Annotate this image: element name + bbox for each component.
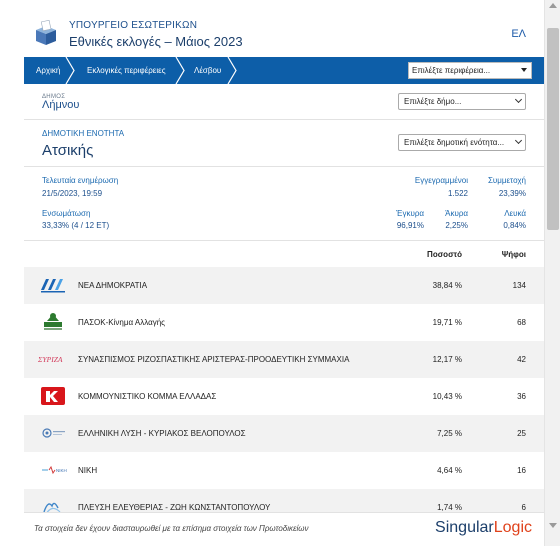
elliniki-lysi-logo-icon xyxy=(42,428,65,438)
table-row[interactable]: ΠΑΣΟΚ-Κίνημα Αλλαγής 19,71 % 68 xyxy=(24,304,544,341)
niki-logo-icon: ΝΙΚΗ xyxy=(42,465,67,475)
blank-value: 0,84% xyxy=(503,221,526,230)
municipality-select-value: Επιλέξτε δήμο... xyxy=(404,97,462,106)
scroll-up-icon[interactable] xyxy=(549,3,557,8)
ministry-name: ΥΠΟΥΡΓΕΙΟ ΕΣΩΤΕΡΙΚΩΝ xyxy=(69,20,198,31)
blank-label: Λευκά xyxy=(504,209,526,218)
unit-select[interactable]: Επιλέξτε δημοτική ενότητα... xyxy=(398,134,526,151)
party-percentage: 12,17 % xyxy=(432,355,462,364)
last-update-value: 21/5/2023, 19:59 xyxy=(42,189,103,198)
registered-label: Εγγεγραμμένοι xyxy=(414,176,468,185)
party-votes: 36 xyxy=(517,392,526,401)
breadcrumb-home[interactable]: Αρχική xyxy=(36,66,61,75)
party-name: ΕΛΛΗΝΙΚΗ ΛΥΣΗ - ΚΥΡΙΑΚΟΣ ΒΕΛΟΠΟΥΛΟΣ xyxy=(78,429,246,438)
party-percentage: 10,43 % xyxy=(432,392,462,401)
party-name: ΚΟΜΜΟΥΝΙΣΤΙΚΟ ΚΟΜΜΑ ΕΛΛΑΔΑΣ xyxy=(78,392,217,401)
dropdown-arrow-icon xyxy=(521,68,527,72)
language-switch[interactable]: ΕΛ xyxy=(511,28,526,40)
scroll-down-icon[interactable] xyxy=(549,523,557,528)
counted-label: Ενσωμάτωση xyxy=(42,209,91,218)
turnout-value: 23,39% xyxy=(498,189,526,198)
party-votes: 42 xyxy=(517,355,526,364)
breadcrumb-separator-icon xyxy=(175,57,185,84)
party-percentage: 38,84 % xyxy=(432,281,462,290)
invalid-value: 2,25% xyxy=(445,221,468,230)
party-votes: 68 xyxy=(517,318,526,327)
table-row[interactable]: ΝΙΚΗ ΝΙΚΗ 4,64 % 16 xyxy=(24,452,544,489)
table-row[interactable]: ΝΕΑ ΔΗΜΟΚΡΑΤΙΑ 38,84 % 134 xyxy=(24,267,544,304)
scrollbar-thumb[interactable] xyxy=(547,28,559,230)
unit-label: ΔΗΜΟΤΙΚΗ ΕΝΟΤΗΤΑ xyxy=(42,129,125,138)
svg-text:ΣΥΡΙΖΑ: ΣΥΡΙΖΑ xyxy=(38,355,63,364)
vertical-scrollbar[interactable] xyxy=(544,0,560,546)
table-header-percentage[interactable]: Ποσοστό xyxy=(427,250,462,259)
divider xyxy=(24,240,544,241)
brand-logic: Logic xyxy=(493,519,532,536)
footer: Τα στοιχεία δεν έχουν διασταυρωθεί με τα… xyxy=(24,512,544,546)
breadcrumb: Αρχική Εκλογικές περιφέρειες Λέσβου Επιλ… xyxy=(24,57,544,84)
breadcrumb-regions[interactable]: Εκλογικές περιφέρειες xyxy=(87,66,166,75)
party-percentage: 19,71 % xyxy=(432,318,462,327)
registered-value: 1.522 xyxy=(447,189,468,198)
singularlogic-logo[interactable]: SingularLogic xyxy=(435,519,532,537)
kke-logo-icon xyxy=(41,387,65,405)
table-row[interactable]: ΣΥΡΙΖΑ ΣΥΝΑΣΠΙΣΜΟΣ ΡΙΖΟΣΠΑΣΤΙΚΗΣ ΑΡΙΣΤΕΡ… xyxy=(24,341,544,378)
table-row[interactable]: ΕΛΛΗΝΙΚΗ ΛΥΣΗ - ΚΥΡΙΑΚΟΣ ΒΕΛΟΠΟΥΛΟΣ 7,25… xyxy=(24,415,544,452)
valid-value: 96,91% xyxy=(396,221,424,230)
valid-label: Έγκυρα xyxy=(396,209,424,218)
counted-value: 33,33% (4 / 12 ΕΤ) xyxy=(42,221,110,230)
party-percentage: 7,25 % xyxy=(437,429,462,438)
nd-logo-icon xyxy=(41,279,65,293)
chevron-down-icon xyxy=(514,136,523,145)
table-header-votes[interactable]: Ψήφοι xyxy=(501,250,526,259)
svg-text:ΝΙΚΗ: ΝΙΚΗ xyxy=(56,468,67,473)
syriza-logo-icon: ΣΥΡΙΖΑ xyxy=(38,355,63,364)
table-row[interactable]: ΚΟΜΜΟΥΝΙΣΤΙΚΟ ΚΟΜΜΑ ΕΛΛΑΔΑΣ 10,43 % 36 xyxy=(24,378,544,415)
turnout-label: Συμμετοχή xyxy=(487,176,526,185)
party-votes: 134 xyxy=(512,281,526,290)
party-name: ΝΕΑ ΔΗΜΟΚΡΑΤΙΑ xyxy=(78,281,148,290)
unit-select-value: Επιλέξτε δημοτική ενότητα... xyxy=(404,138,505,147)
party-percentage: 1,74 % xyxy=(437,503,462,512)
divider xyxy=(24,166,544,167)
breadcrumb-separator-icon xyxy=(227,57,237,84)
header: ΥΠΟΥΡΓΕΙΟ ΕΣΩΤΕΡΙΚΩΝ Εθνικές εκλογές – Μ… xyxy=(24,14,544,54)
region-select-value: Επιλέξτε περιφέρεια... xyxy=(412,66,491,75)
election-title[interactable]: Εθνικές εκλογές – Μάιος 2023 xyxy=(69,34,243,49)
breadcrumb-separator-icon xyxy=(65,57,75,84)
disclaimer-text: Τα στοιχεία δεν έχουν διασταυρωθεί με τα… xyxy=(34,524,309,533)
results-page: ΥΠΟΥΡΓΕΙΟ ΕΣΩΤΕΡΙΚΩΝ Εθνικές εκλογές – Μ… xyxy=(24,0,544,546)
breadcrumb-current[interactable]: Λέσβου xyxy=(194,66,222,75)
chevron-down-icon xyxy=(514,95,523,104)
last-update-label: Τελευταία ενημέρωση xyxy=(42,176,119,185)
ballot-box-icon xyxy=(36,20,56,45)
divider xyxy=(24,119,544,120)
party-votes: 6 xyxy=(521,503,526,512)
party-name: ΣΥΝΑΣΠΙΣΜΟΣ ΡΙΖΟΣΠΑΣΤΙΚΗΣ ΑΡΙΣΤΕΡΑΣ-ΠΡΟΟ… xyxy=(78,355,350,364)
invalid-label: Άκυρα xyxy=(445,209,468,218)
party-percentage: 4,64 % xyxy=(437,466,462,475)
party-name: ΝΙΚΗ xyxy=(78,466,98,475)
brand-singular: Singular xyxy=(435,519,494,536)
party-name: ΠΑΣΟΚ-Κίνημα Αλλαγής xyxy=(78,318,166,327)
region-select[interactable]: Επιλέξτε περιφέρεια... xyxy=(408,62,532,79)
municipality-label: ΔΗΜΟΣ xyxy=(42,94,66,100)
party-name: ΠΛΕΥΣΗ ΕΛΕΥΘΕΡΙΑΣ - ΖΩΗ ΚΩΝΣΤΑΝΤΟΠΟΥΛΟΥ xyxy=(78,503,271,512)
party-votes: 16 xyxy=(517,466,526,475)
unit-name: Ατσικής xyxy=(42,142,94,159)
municipality-name: Λήμνου xyxy=(42,99,80,111)
pasok-logo-icon xyxy=(44,313,62,330)
party-votes: 25 xyxy=(517,429,526,438)
municipality-select[interactable]: Επιλέξτε δήμο... xyxy=(398,93,526,110)
